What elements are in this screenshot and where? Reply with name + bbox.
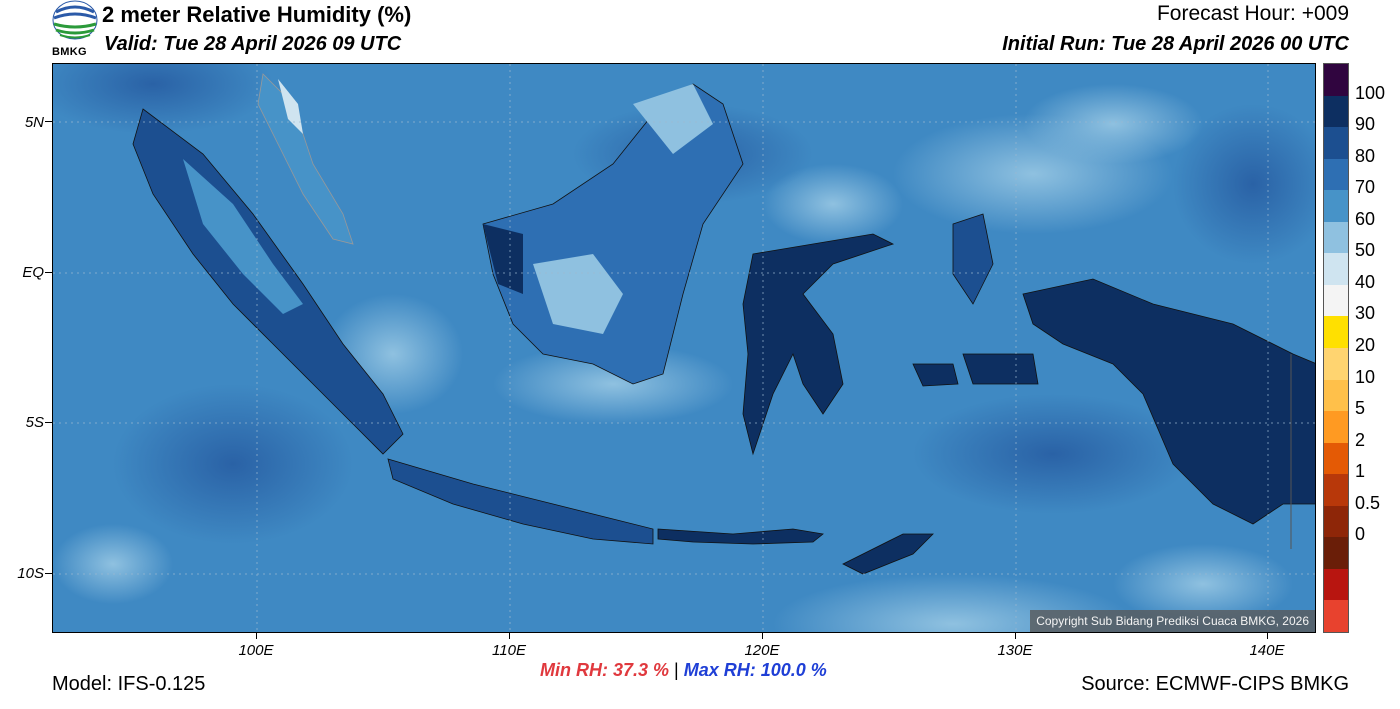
lon-tick [509,633,510,639]
lat-label-5s: 5S [25,414,44,431]
halmahera [952,213,994,305]
colorbar-segment [1324,221,1348,254]
valid-time: Valid: Tue 28 April 2026 09 UTC [104,33,402,55]
lon-tick [762,633,763,639]
colorbar-label: 10 [1355,366,1376,387]
colorbar-segment [1324,253,1348,286]
colorbar-segment [1324,505,1348,538]
humidity-map: Copyright Sub Bidang Prediksi Cuaca BMKG… [52,63,1316,633]
colorbar-segment [1324,379,1348,412]
humidity-colorbar [1323,63,1349,633]
min-rh: Min RH: 37.3 % [540,660,670,680]
colorbar-segment [1324,568,1348,601]
colorbar-label: 2 [1355,429,1366,450]
colorbar-segment [1324,190,1348,223]
lat-tick [45,121,52,122]
lat-tick [45,422,52,423]
lon-tick [256,633,257,639]
colorbar-segment [1324,158,1348,191]
java-landmass [387,458,654,545]
rh-separator: | [674,660,679,680]
colorbar-label: 1 [1355,461,1366,482]
lon-label-120e: 120E [744,642,780,659]
colorbar-label: 40 [1355,271,1376,292]
lat-tick [45,573,52,574]
grid-lines [53,64,1315,632]
colorbar-segment [1324,474,1348,507]
lat-label-eq: EQ [22,264,44,281]
bmkg-logo: BMKG [50,0,100,60]
map-title: 2 meter Relative Humidity (%) [102,2,412,27]
max-rh: Max RH: 100.0 % [683,660,827,680]
colorbar-segment [1324,284,1348,317]
lat-tick [45,272,52,273]
lat-label-10s: 10S [17,565,44,582]
colorbar-label: 5 [1355,398,1366,419]
bmkg-emblem-icon [52,0,98,40]
colorbar-segment [1324,316,1348,349]
lon-label-110e: 110E [492,642,526,659]
colorbar-segment [1324,442,1348,475]
colorbar-label: 50 [1355,240,1376,261]
colorbar-segment [1324,348,1348,381]
colorbar-label: 0.5 [1355,492,1381,513]
forecast-hour: Forecast Hour: +009 [1156,2,1349,25]
lon-tick [1267,633,1268,639]
colorbar-label: 90 [1355,114,1376,135]
lon-label-140e: 140E [1249,642,1285,659]
colorbar-label: 60 [1355,208,1376,229]
colorbar-segment [1324,537,1348,570]
lon-label-130e: 130E [997,642,1033,659]
map-canvas [53,64,1315,632]
lon-label-100e: 100E [238,642,274,659]
colorbar-label: 0 [1355,524,1366,545]
colorbar-segment [1324,95,1348,128]
colorbar-label: 30 [1355,303,1376,324]
colorbar-label: 70 [1355,177,1376,198]
sulawesi-landmass [742,233,895,456]
source-label: Source: ECMWF-CIPS BMKG [1081,673,1349,695]
colorbar-label: 80 [1355,145,1376,166]
colorbar-segment [1324,411,1348,444]
logo-text: BMKG [52,46,87,58]
colorbar-segment [1324,127,1348,160]
colorbar-segment [1324,64,1348,97]
nusa-tenggara [657,528,824,545]
colorbar-label: 20 [1355,335,1376,355]
min-max-rh: Min RH: 37.3 % | Max RH: 100.0 % [540,660,827,681]
model-label: Model: IFS-0.125 [52,673,206,695]
colorbar-label: 100 [1355,82,1386,103]
lon-tick [1015,633,1016,639]
lat-label-5n: 5N [24,114,44,131]
colorbar-segment [1324,600,1348,633]
initial-run: Initial Run: Tue 28 April 2026 00 UTC [1002,33,1349,55]
copyright-notice: Copyright Sub Bidang Prediksi Cuaca BMKG… [1030,610,1315,632]
